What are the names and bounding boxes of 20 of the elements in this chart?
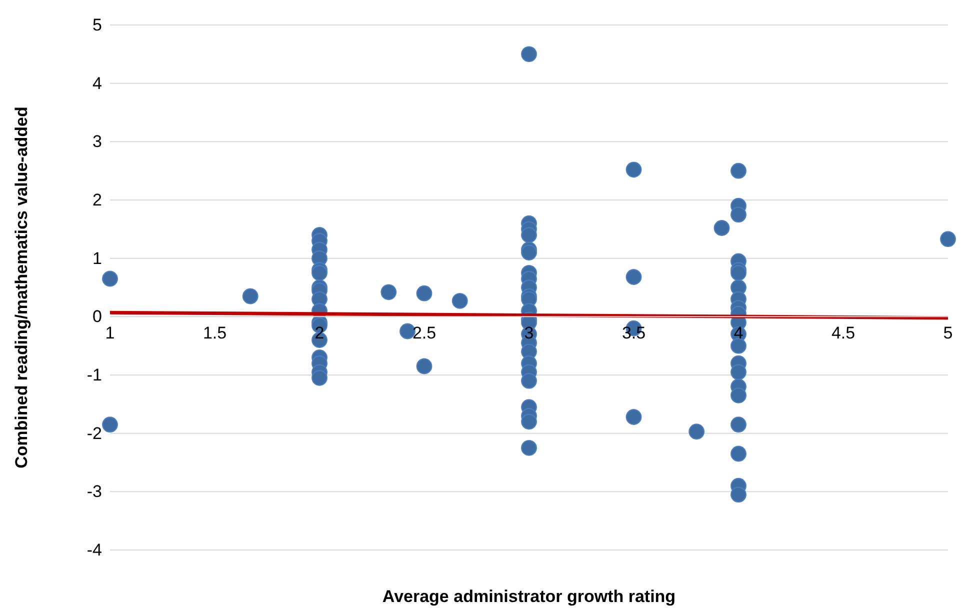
x-tick-label: 4.5 xyxy=(831,324,856,343)
x-tick-label: 1 xyxy=(105,324,115,343)
y-tick-label: -1 xyxy=(86,365,102,384)
x-axis-title: Average administrator growth rating xyxy=(382,587,676,606)
y-tick-label: 5 xyxy=(92,15,102,34)
y-tick-label: -3 xyxy=(86,482,102,502)
x-tick-label: 5 xyxy=(943,324,953,343)
y-tick-label: 2 xyxy=(92,190,102,210)
x-tick-label: 4 xyxy=(734,324,744,343)
x-tick-label: 1.5 xyxy=(202,324,227,343)
y-tick-label: -2 xyxy=(86,424,102,443)
y-tick-label: 0 xyxy=(92,307,102,326)
y-axis-title: Combined reading/mathematics value-added xyxy=(12,106,31,468)
y-tick-label: 4 xyxy=(92,74,102,93)
x-tick-label: 2.5 xyxy=(412,324,436,343)
x-tick-label: 2 xyxy=(314,324,324,343)
y-tick-label: 3 xyxy=(92,132,102,152)
y-tick-label: 1 xyxy=(92,248,102,268)
y-tick-label: -4 xyxy=(86,540,102,560)
x-tick-label: 3 xyxy=(524,324,534,343)
